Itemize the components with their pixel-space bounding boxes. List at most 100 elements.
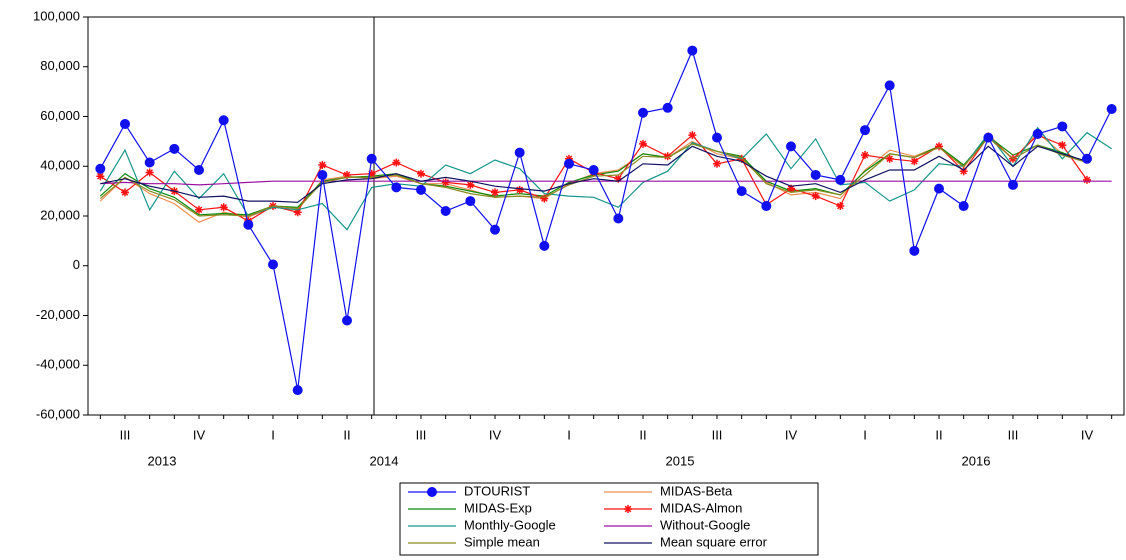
point <box>417 169 425 178</box>
y-tick-label: 20,000 <box>40 207 80 222</box>
legend-label: MIDAS-Almon <box>660 500 742 515</box>
y-tick-label: -40,000 <box>36 357 80 372</box>
x-tick-label: IV <box>1081 427 1094 442</box>
point <box>195 205 203 214</box>
point <box>317 169 328 180</box>
point <box>1032 128 1043 139</box>
point <box>662 102 673 113</box>
x-tick-label: II <box>343 427 350 442</box>
point <box>639 139 647 148</box>
legend-label: Monthly-Google <box>464 517 556 532</box>
point <box>688 131 697 140</box>
point <box>860 125 870 136</box>
x-year-label: 2014 <box>370 453 399 468</box>
point <box>440 206 451 217</box>
point <box>427 487 437 497</box>
point <box>1106 104 1117 115</box>
series-line <box>99 48 1113 391</box>
point <box>392 158 401 167</box>
point <box>861 151 869 160</box>
point <box>935 142 943 151</box>
x-tick-label: II <box>935 427 942 442</box>
point <box>490 224 500 235</box>
point <box>465 196 476 207</box>
point <box>515 185 524 194</box>
point <box>810 169 821 180</box>
point <box>613 213 624 224</box>
point <box>367 169 376 178</box>
point <box>909 245 920 256</box>
point <box>268 259 278 270</box>
x-tick-label: I <box>271 427 275 442</box>
point <box>366 153 377 164</box>
series-line <box>99 136 1088 217</box>
point <box>491 188 499 197</box>
y-tick-label: 60,000 <box>40 108 80 123</box>
point <box>391 182 402 193</box>
point <box>713 159 721 168</box>
point <box>983 132 994 143</box>
point <box>1057 121 1068 132</box>
point <box>1083 175 1091 184</box>
x-tick-label: IV <box>489 427 502 442</box>
point <box>95 163 106 174</box>
point <box>1058 141 1067 150</box>
point <box>958 201 969 212</box>
point <box>540 194 549 203</box>
point <box>588 164 599 175</box>
point <box>243 219 254 230</box>
point <box>910 157 919 166</box>
point <box>835 174 846 185</box>
x-tick-label: III <box>416 427 427 442</box>
point <box>687 45 698 56</box>
point <box>885 154 894 163</box>
point <box>343 170 351 179</box>
point <box>787 184 795 193</box>
point <box>761 201 772 212</box>
point <box>1008 179 1018 190</box>
legend-label: MIDAS-Exp <box>464 500 532 515</box>
point <box>1082 153 1092 164</box>
x-tick-label: III <box>120 427 131 442</box>
x-tick-label: I <box>567 427 571 442</box>
point <box>786 141 796 152</box>
point <box>466 180 475 189</box>
point <box>218 115 229 126</box>
point <box>934 183 944 194</box>
point <box>219 203 228 212</box>
point <box>169 143 180 154</box>
y-tick-label: -20,000 <box>36 307 80 322</box>
point <box>318 161 327 170</box>
point <box>836 202 845 211</box>
point <box>441 178 450 187</box>
legend-label: MIDAS-Beta <box>660 483 733 498</box>
point <box>564 158 574 169</box>
point <box>663 152 672 161</box>
x-year-label: 2013 <box>148 453 177 468</box>
point <box>293 208 302 217</box>
x-tick-label: I <box>863 427 867 442</box>
point <box>96 172 105 181</box>
y-tick-label: 40,000 <box>40 158 80 173</box>
point <box>120 118 130 129</box>
legend-label: Simple mean <box>464 534 540 549</box>
point <box>416 184 426 195</box>
point <box>342 315 352 326</box>
point <box>614 174 623 183</box>
x-tick-label: III <box>1008 427 1019 442</box>
point <box>514 147 525 158</box>
x-year-label: 2016 <box>962 453 991 468</box>
point <box>638 107 648 118</box>
y-tick-label: 100,000 <box>33 8 80 23</box>
legend-label: Mean square error <box>660 534 768 549</box>
x-tick-label: III <box>712 427 723 442</box>
y-tick-label: 80,000 <box>40 58 80 73</box>
x-tick-label: II <box>639 427 646 442</box>
x-tick-label: IV <box>193 427 206 442</box>
legend-label: DTOURIST <box>464 483 530 498</box>
point <box>624 505 632 513</box>
point <box>884 80 895 91</box>
point <box>145 168 154 177</box>
point <box>194 164 204 175</box>
